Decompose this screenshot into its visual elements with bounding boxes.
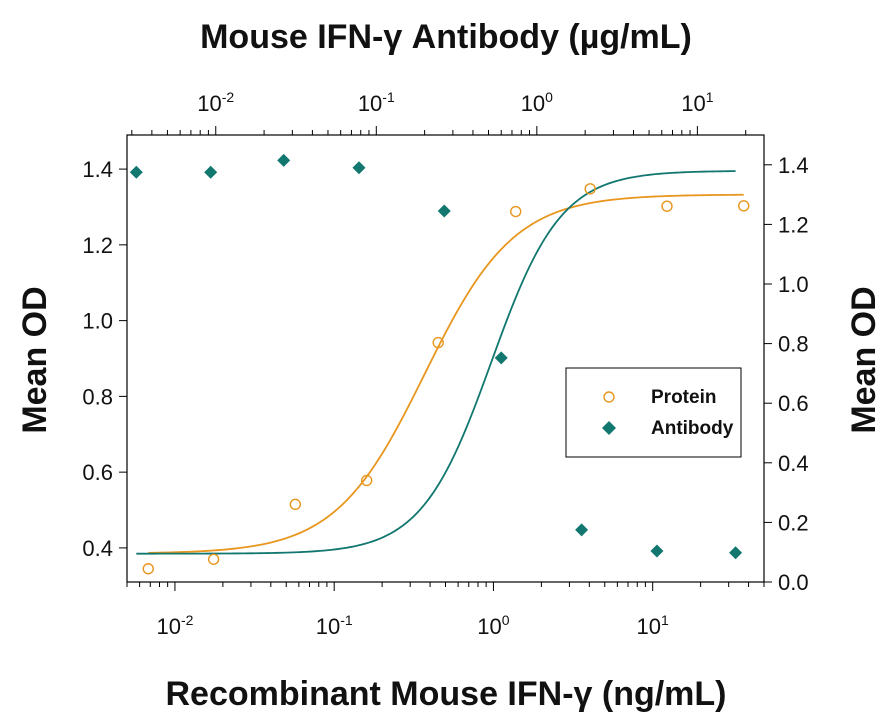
legend-antibody-label: Antibody [651,418,734,439]
y-left-tick-label: 0.4 [82,536,113,561]
antibody-fit-curve [136,170,736,555]
legend-antibody-marker [602,421,616,435]
y-left-tick-label: 1.0 [82,309,113,334]
y-right-tick-label: 0.4 [778,451,809,476]
protein-data-point [661,200,673,212]
antibody-data-point [494,351,508,365]
data-points [129,153,750,575]
antibody-data-point [277,153,291,167]
y-left-tick-label: 0.6 [82,460,113,485]
y-right-tick-label: 1.0 [778,272,809,297]
y-right-tick-label: 0.0 [778,570,809,595]
antibody-data-point [437,204,451,218]
x-axis-title: Recombinant Mouse IFN-γ (ng/mL) [166,675,727,713]
y-right-tick-label: 0.6 [778,391,809,416]
y-axis-title-left: Mean OD [16,286,54,433]
antibody-data-point [650,544,664,558]
antibody-data-point [204,165,218,179]
x-bottom-tick-label: 10-1 [316,612,353,639]
x-top-tick-label: 100 [521,89,553,116]
y-left-tick-label: 1.4 [82,157,113,182]
protein-data-point [510,205,522,218]
protein-data-point [142,563,154,575]
x-top-tick-label: 10-2 [197,89,234,116]
legend-protein-label: Protein [651,387,716,408]
antibody-data-point [352,161,366,175]
chart-title: Mouse IFN-γ Antibody (µg/mL) [200,18,692,56]
x-bottom-tick-label: 100 [477,612,509,639]
y-right-tick-label: 0.8 [778,332,809,357]
protein-data-point [584,183,596,195]
antibody-data-point [575,523,589,537]
protein-data-point [289,498,302,511]
protein-data-point [432,336,444,349]
legend-box [565,367,742,458]
protein-data-point [738,200,750,212]
x-top-tick-label: 10-1 [358,89,395,116]
y-right-tick-label: 0.2 [778,510,809,535]
legend: Protein Antibody [565,367,742,458]
y-left-tick-label: 1.2 [82,233,113,258]
protein-data-point [360,474,373,487]
antibody-data-point [129,165,143,179]
y-left-tick-label: 0.8 [82,384,113,409]
x-bottom-tick-label: 10-2 [156,612,193,639]
axes-layer: 10-2 10-1 100 101 10-2 10-1 100 101 0.4 0.6 0.8 1.0… [82,89,808,639]
protein-data-point [207,553,220,565]
antibody-data-point [729,546,743,560]
y-right-tick-label: 1.2 [778,212,809,237]
y-right-tick-label: 1.4 [778,153,809,178]
protein-fit-curve [148,193,744,554]
y-axis-title-right: Mean OD [845,286,883,433]
x-bottom-tick-label: 101 [637,612,669,639]
x-top-tick-label: 101 [681,89,713,116]
legend-protein-marker [603,391,615,403]
fit-curves [136,170,744,555]
